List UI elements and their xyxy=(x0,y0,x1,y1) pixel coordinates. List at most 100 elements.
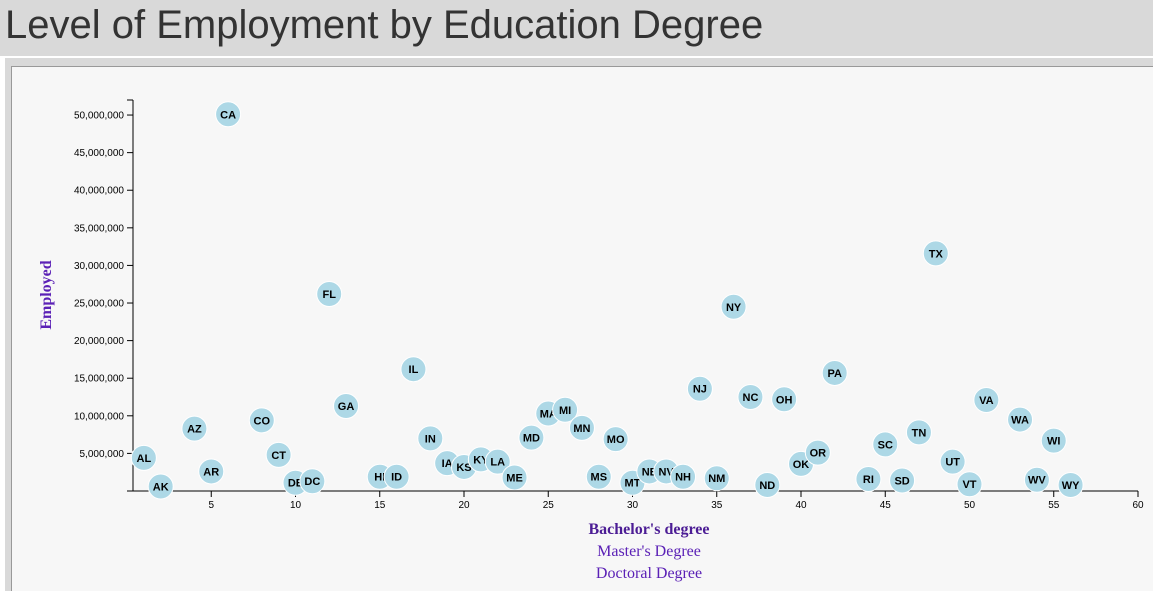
state-label: WA xyxy=(1011,415,1029,427)
state-label: TN xyxy=(912,427,927,439)
state-circle[interactable] xyxy=(821,359,848,386)
state-circle[interactable] xyxy=(905,419,932,446)
state-circle[interactable] xyxy=(248,407,275,434)
state-circle[interactable] xyxy=(1007,406,1034,433)
state-point[interactable]: NH xyxy=(670,463,697,490)
state-circle[interactable] xyxy=(703,465,730,492)
state-circle[interactable] xyxy=(855,465,882,492)
state-point[interactable]: CO xyxy=(248,407,275,434)
y-axis-label: Employed xyxy=(38,260,55,329)
state-label: MT xyxy=(625,478,641,490)
state-circle[interactable] xyxy=(872,431,899,458)
state-point[interactable]: TX xyxy=(922,240,949,267)
state-point[interactable]: SD xyxy=(889,467,916,494)
state-point[interactable]: NC xyxy=(737,384,764,411)
state-circle[interactable] xyxy=(754,471,781,498)
state-point[interactable]: AR xyxy=(198,458,225,485)
state-circle[interactable] xyxy=(552,396,579,423)
state-point[interactable]: MN xyxy=(568,414,595,441)
state-point[interactable]: MS xyxy=(585,463,612,490)
state-label: IA xyxy=(442,458,453,470)
state-point[interactable]: FL xyxy=(316,280,343,307)
state-circle[interactable] xyxy=(771,386,798,413)
state-circle[interactable] xyxy=(1040,427,1067,454)
state-point[interactable]: CT xyxy=(265,441,292,468)
state-circle[interactable] xyxy=(383,463,410,490)
state-label: IN xyxy=(425,433,436,445)
state-circle[interactable] xyxy=(215,101,242,128)
state-point[interactable]: WV xyxy=(1023,466,1050,493)
state-point[interactable]: VT xyxy=(956,471,983,498)
state-circle[interactable] xyxy=(417,425,444,452)
state-circle[interactable] xyxy=(568,414,595,441)
state-point[interactable]: PA xyxy=(821,359,848,386)
y-tick-label: 50,000,000 xyxy=(74,111,124,122)
state-point[interactable]: WA xyxy=(1007,406,1034,433)
state-circle[interactable] xyxy=(484,448,511,475)
state-point[interactable]: LA xyxy=(484,448,511,475)
state-point[interactable]: OH xyxy=(771,386,798,413)
state-label: DE xyxy=(288,478,303,490)
state-circle[interactable] xyxy=(720,293,747,320)
state-point[interactable]: SC xyxy=(872,431,899,458)
state-circle[interactable] xyxy=(973,387,1000,414)
state-circle[interactable] xyxy=(333,393,360,420)
state-point[interactable]: VA xyxy=(973,387,1000,414)
state-label: VA xyxy=(979,395,994,407)
state-circle[interactable] xyxy=(602,426,629,453)
state-point[interactable]: AZ xyxy=(181,415,208,442)
state-circle[interactable] xyxy=(670,463,697,490)
state-point[interactable]: UT xyxy=(939,448,966,475)
state-circle[interactable] xyxy=(956,471,983,498)
state-point[interactable]: MD xyxy=(518,424,545,451)
state-point[interactable]: RI xyxy=(855,465,882,492)
state-circle[interactable] xyxy=(299,468,326,495)
state-point[interactable]: DC xyxy=(299,468,326,495)
state-circle[interactable] xyxy=(1057,471,1084,498)
state-point[interactable]: OR xyxy=(804,439,831,466)
header-bar: Level of Employment by Education Degree xyxy=(0,0,1153,56)
state-point[interactable]: ID xyxy=(383,463,410,490)
state-point[interactable]: ND xyxy=(754,471,781,498)
y-tick-label: 15,000,000 xyxy=(74,374,124,385)
state-circle[interactable] xyxy=(198,458,225,485)
state-point[interactable]: NJ xyxy=(686,375,713,402)
state-point[interactable]: MI xyxy=(552,396,579,423)
state-point[interactable]: WI xyxy=(1040,427,1067,454)
state-circle[interactable] xyxy=(501,464,528,491)
state-point[interactable]: ME xyxy=(501,464,528,491)
state-point[interactable]: NM xyxy=(703,465,730,492)
state-point[interactable]: IN xyxy=(417,425,444,452)
x-axis-option-doctoral[interactable]: Doctoral Degree xyxy=(596,565,702,582)
state-point[interactable]: TN xyxy=(905,419,932,446)
state-label: NC xyxy=(743,392,759,404)
state-circle[interactable] xyxy=(939,448,966,475)
state-circle[interactable] xyxy=(400,356,427,383)
state-point[interactable]: NY xyxy=(720,293,747,320)
state-circle[interactable] xyxy=(130,444,157,471)
state-point[interactable]: GA xyxy=(333,393,360,420)
state-label: SC xyxy=(878,439,893,451)
state-point[interactable]: IL xyxy=(400,356,427,383)
state-circle[interactable] xyxy=(181,415,208,442)
x-axis-option-masters[interactable]: Master's Degree xyxy=(597,543,701,560)
state-circle[interactable] xyxy=(1023,466,1050,493)
state-circle[interactable] xyxy=(737,384,764,411)
state-point[interactable]: AL xyxy=(130,444,157,471)
state-point[interactable]: AK xyxy=(147,473,174,500)
state-point[interactable]: WY xyxy=(1057,471,1084,498)
state-circle[interactable] xyxy=(686,375,713,402)
state-point[interactable]: CA xyxy=(215,101,242,128)
state-circle[interactable] xyxy=(804,439,831,466)
state-circle[interactable] xyxy=(518,424,545,451)
state-circle[interactable] xyxy=(316,280,343,307)
x-axis-option-bachelors[interactable]: Bachelor's degree xyxy=(588,521,709,538)
state-circle[interactable] xyxy=(585,463,612,490)
state-circle[interactable] xyxy=(265,441,292,468)
state-point[interactable]: MO xyxy=(602,426,629,453)
state-circle[interactable] xyxy=(922,240,949,267)
state-circle[interactable] xyxy=(147,473,174,500)
state-circle[interactable] xyxy=(889,467,916,494)
y-tick-label: 25,000,000 xyxy=(74,299,124,310)
